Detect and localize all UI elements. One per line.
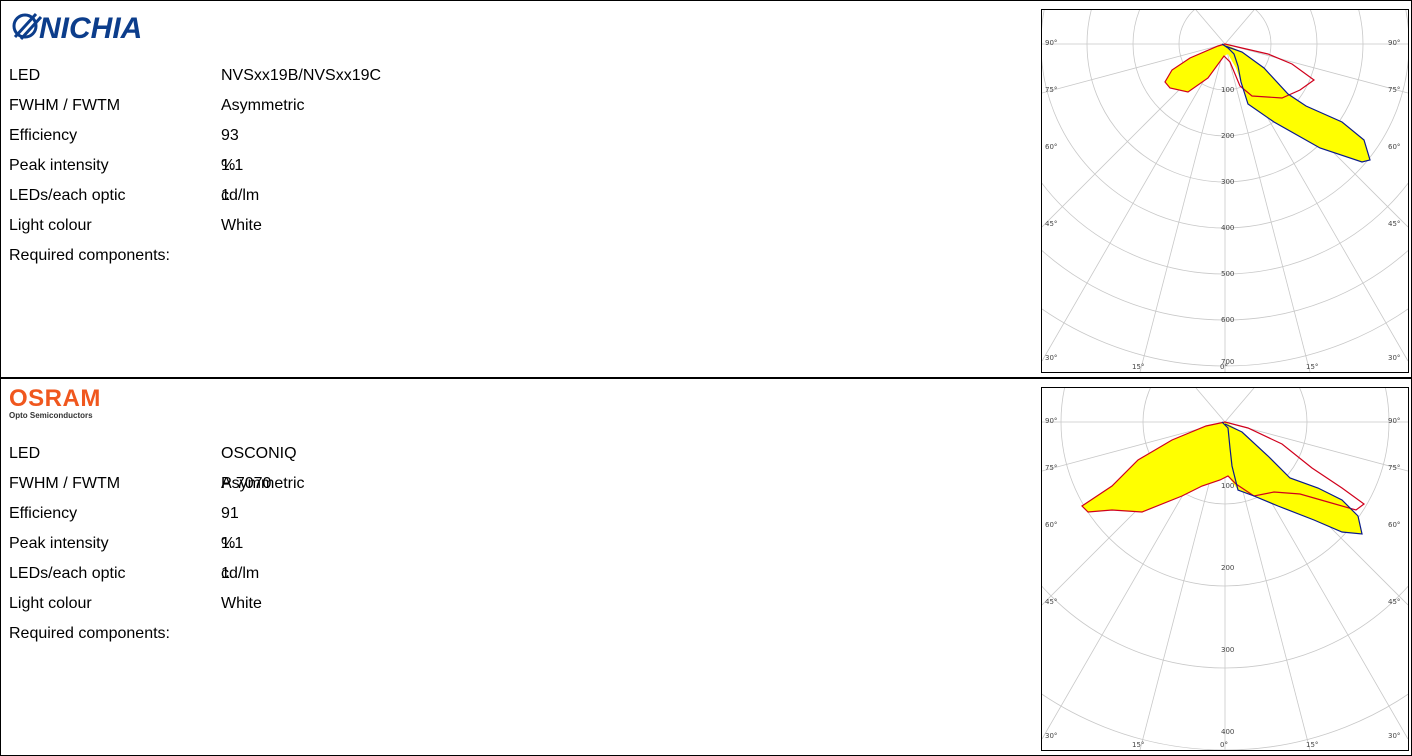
spec-key: LEDs/each optic [9, 187, 126, 204]
spec-value: 1.1 cd/lm [221, 535, 260, 582]
angle-label: 60° [1045, 143, 1057, 151]
spec-key: Efficiency [9, 505, 78, 522]
angle-label: 45° [1388, 220, 1400, 228]
c90-curve [1221, 43, 1371, 163]
angle-label: 75° [1388, 86, 1400, 94]
angle-label: 75° [1388, 464, 1400, 472]
c0-curve [1081, 421, 1366, 513]
spec-value: 91 % [221, 505, 239, 552]
radial-label: 100 [1221, 482, 1234, 490]
angle-label: 15° [1132, 741, 1144, 749]
angle-label: 75° [1045, 86, 1057, 94]
angle-label: 30° [1388, 732, 1400, 740]
radial-label: 700 [1221, 358, 1234, 366]
radial-label: 200 [1221, 132, 1234, 140]
spec-key: FWHM / FWTM [9, 475, 121, 492]
osram-logo-text: OSRAM [9, 385, 101, 412]
c0-curve [1164, 43, 1316, 99]
radial-label: 600 [1221, 316, 1234, 324]
angle-label: 0° [1220, 741, 1228, 749]
nichia-logo-text: NICHIA [39, 12, 142, 45]
product-panel-nichia: NICHIA LED NVSxx19B/NVSxx19C FWHM / FWTM A… [0, 0, 1412, 378]
polar-diagram: 90° 90° 75° 75° 60° 60° 45° 45° 30° 30° … [1041, 387, 1409, 751]
radial-label: 400 [1221, 224, 1234, 232]
spec-key: LED [9, 445, 41, 462]
angle-label: 45° [1388, 598, 1400, 606]
angle-label: 90° [1388, 39, 1400, 47]
radial-label: 400 [1221, 728, 1234, 736]
spec-value: White [221, 595, 262, 612]
polar-diagram: 90° 90° 75° 75° 60° 60° 45° 45° 30° 30° … [1041, 9, 1409, 373]
angle-label: 45° [1045, 220, 1057, 228]
spec-key: LEDs/each optic [9, 565, 126, 582]
angle-label: 90° [1045, 417, 1057, 425]
radial-label: 300 [1221, 646, 1234, 654]
angle-label: 30° [1388, 354, 1400, 362]
product-panel-osram: OSRAM Opto Semiconductors LED OSCONIQ P 7… [0, 378, 1412, 756]
angle-label: 30° [1045, 732, 1057, 740]
spec-key: Light colour [9, 217, 92, 234]
osram-logo: OSRAM Opto Semiconductors [9, 387, 101, 421]
spec-value: White [221, 217, 262, 234]
angle-label: 15° [1306, 363, 1318, 371]
spec-key: Required components: [9, 247, 170, 264]
spec-value: Asymmetric [221, 97, 305, 114]
spec-key: LED [9, 67, 41, 84]
angle-label: 0° [1220, 363, 1228, 371]
c90-curve [1221, 421, 1363, 535]
spec-key: Peak intensity [9, 535, 109, 552]
angle-label: 75° [1045, 464, 1057, 472]
angle-label: 60° [1388, 521, 1400, 529]
angle-label: 90° [1388, 417, 1400, 425]
spec-key: Required components: [9, 625, 170, 642]
c0-fill [1082, 422, 1362, 534]
spec-value: NVSxx19B/NVSxx19C [221, 67, 382, 84]
angle-label: 15° [1306, 741, 1318, 749]
angle-label: 60° [1045, 521, 1057, 529]
spec-value: 93 % [221, 127, 239, 174]
spec-value: OSCONIQ P 7070 [221, 445, 297, 492]
radial-label: 200 [1221, 564, 1234, 572]
radial-label: 300 [1221, 178, 1234, 186]
angle-label: 30° [1045, 354, 1057, 362]
angle-label: 45° [1045, 598, 1057, 606]
angle-label: 90° [1045, 39, 1057, 47]
spec-value: 1 [221, 565, 230, 582]
angle-label: 15° [1132, 363, 1144, 371]
spec-value: 1 [221, 187, 230, 204]
spec-key: FWHM / FWTM [9, 97, 121, 114]
c90-fill [1165, 44, 1370, 162]
spec-value: 1.1 cd/lm [221, 157, 260, 204]
spec-key: Efficiency [9, 127, 78, 144]
radial-label: 500 [1221, 270, 1234, 278]
nichia-logo: NICHIA [9, 9, 179, 50]
spec-key: Light colour [9, 595, 92, 612]
spec-key: Peak intensity [9, 157, 109, 174]
angle-label: 60° [1388, 143, 1400, 151]
spec-value: Asymmetric [221, 475, 305, 492]
osram-tagline: Opto Semiconductors [9, 411, 93, 420]
radial-label: 100 [1221, 86, 1234, 94]
